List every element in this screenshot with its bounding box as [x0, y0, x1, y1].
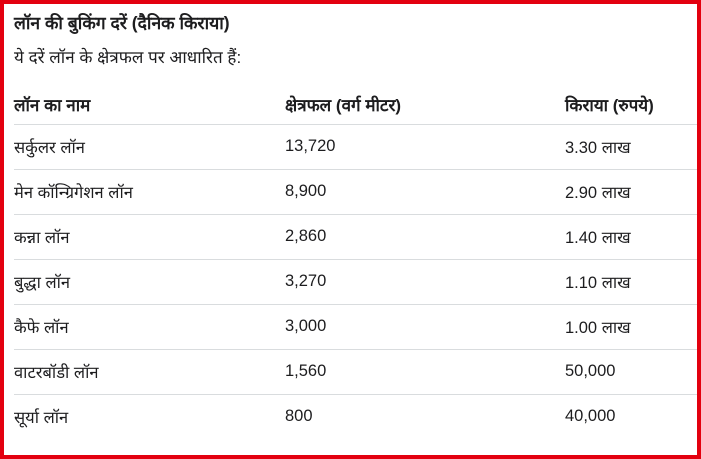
lawn-rent: 50,000: [565, 362, 616, 381]
table-row: वाटरबॉडी लॉन 1,560 50,000: [14, 348, 697, 394]
lawn-area: 8,900: [285, 182, 327, 201]
lawn-rent: 2.90 लाख: [565, 184, 631, 203]
lawn-rates-table: लॉन का नाम क्षेत्रफल (वर्ग मीटर) किराया …: [14, 86, 697, 439]
panel-content: लॉन की बुकिंग दरें (दैनिक किराया) ये दरे…: [4, 4, 697, 455]
page-title: लॉन की बुकिंग दरें (दैनिक किराया): [14, 13, 230, 33]
table-row: कन्ना लॉन 2,860 1.40 लाख: [14, 213, 697, 259]
table-header-row: लॉन का नाम क्षेत्रफल (वर्ग मीटर) किराया …: [14, 86, 697, 124]
lawn-name: कन्ना लॉन: [14, 229, 70, 248]
table-row: सर्कुलर लॉन 13,720 3.30 लाख: [14, 123, 697, 169]
table-row: मेन कॉन्ग्रिगेशन लॉन 8,900 2.90 लाख: [14, 168, 697, 214]
table-row: कैफे लॉन 3,000 1.00 लाख: [14, 303, 697, 349]
lawn-rent: 3.30 लाख: [565, 139, 631, 158]
lawn-name: सर्कुलर लॉन: [14, 139, 85, 158]
column-header-area: क्षेत्रफल (वर्ग मीटर): [285, 96, 402, 116]
lawn-name: सूर्या लॉन: [14, 409, 69, 428]
lawn-rent: 1.40 लाख: [565, 229, 631, 248]
table-row: सूर्या लॉन 800 40,000: [14, 393, 697, 439]
lawn-rent: 1.10 लाख: [565, 274, 631, 293]
lawn-area: 800: [285, 407, 313, 426]
page-subtitle: ये दरें लॉन के क्षेत्रफल पर आधारित हैं:: [14, 47, 242, 67]
lawn-area: 13,720: [285, 137, 336, 156]
lawn-name: मेन कॉन्ग्रिगेशन लॉन: [14, 184, 133, 203]
column-header-lawn-name: लॉन का नाम: [14, 96, 91, 116]
lawn-area: 3,000: [285, 317, 327, 336]
lawn-area: 1,560: [285, 362, 327, 381]
lawn-area: 3,270: [285, 272, 327, 291]
lawn-name: वाटरबॉडी लॉन: [14, 364, 99, 383]
lawn-name: बुद्धा लॉन: [14, 274, 71, 293]
lawn-rent: 1.00 लाख: [565, 319, 631, 338]
lawn-area: 2,860: [285, 227, 327, 246]
lawn-rent: 40,000: [565, 407, 616, 426]
table-row: बुद्धा लॉन 3,270 1.10 लाख: [14, 258, 697, 304]
column-header-rent: किराया (रुपये): [565, 96, 654, 116]
lawn-name: कैफे लॉन: [14, 319, 69, 338]
